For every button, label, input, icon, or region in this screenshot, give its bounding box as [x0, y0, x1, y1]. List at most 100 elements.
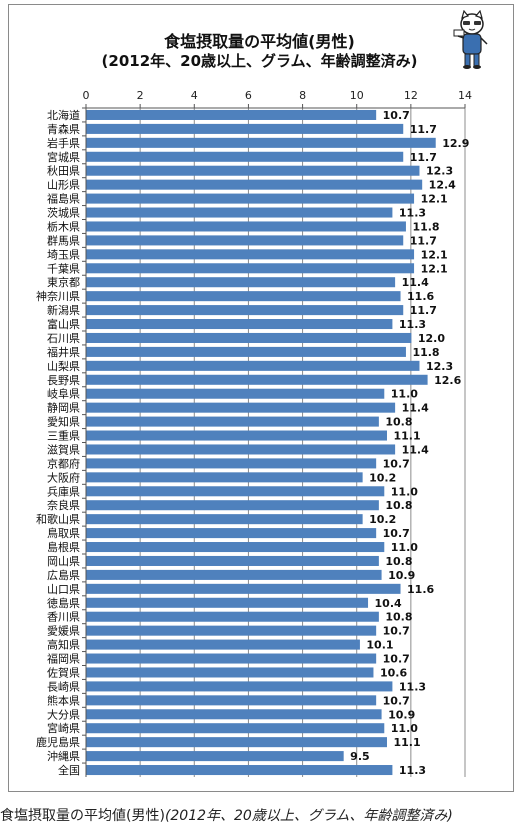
chart-title: 食塩摂取量の平均値(男性) — [164, 32, 355, 51]
bar — [86, 583, 401, 594]
bar — [86, 165, 420, 176]
bar — [86, 221, 406, 232]
category-label: 山形県 — [47, 179, 80, 192]
data-label: 11.3 — [399, 318, 426, 331]
x-tick-label: 8 — [299, 89, 306, 102]
data-label: 12.6 — [434, 374, 461, 387]
bar — [86, 500, 379, 511]
bar — [86, 319, 393, 330]
data-label: 10.6 — [380, 666, 407, 679]
caption-paren: (2012年、20歳以上、グラム、年齢調整済み) — [164, 808, 453, 824]
category-label: 北海道 — [47, 108, 80, 122]
bar — [86, 123, 404, 134]
data-label: 11.1 — [393, 430, 420, 443]
bar — [86, 109, 377, 120]
x-tick-label: 12 — [404, 89, 418, 102]
data-label: 10.2 — [369, 513, 396, 526]
bar — [86, 346, 406, 357]
data-label: 11.0 — [391, 541, 418, 554]
data-label: 11.3 — [399, 680, 426, 693]
data-label: 11.8 — [412, 220, 439, 233]
bar — [86, 611, 379, 622]
data-label: 10.8 — [385, 416, 412, 429]
category-label: 全国 — [58, 763, 80, 777]
category-label: 福井県 — [47, 345, 80, 359]
x-tick-label: 2 — [137, 89, 144, 102]
bar — [86, 514, 363, 525]
category-label: 岐阜県 — [47, 388, 80, 401]
bar — [86, 374, 428, 385]
bar — [86, 249, 415, 260]
bar — [86, 444, 396, 455]
bar — [86, 723, 385, 734]
category-label: 鳥取県 — [47, 526, 80, 540]
data-label: 12.3 — [426, 165, 453, 178]
bar — [86, 695, 377, 706]
data-label: 11.4 — [402, 443, 429, 456]
bar — [86, 709, 382, 720]
bar — [86, 263, 415, 274]
bar — [86, 235, 404, 246]
x-tick-label: 4 — [191, 89, 198, 102]
category-label: 宮城県 — [47, 150, 80, 164]
category-label: 新潟県 — [47, 303, 80, 317]
category-label: 和歌山県 — [36, 512, 80, 526]
data-label: 11.3 — [399, 764, 426, 777]
bar — [86, 416, 379, 427]
bar — [86, 402, 396, 413]
data-label: 10.7 — [383, 527, 410, 540]
bar — [86, 179, 423, 190]
data-label: 10.8 — [385, 611, 412, 624]
chart-caption: 食塩摂取量の平均値(男性)(2012年、20歳以上、グラム、年齢調整済み) — [0, 805, 519, 825]
bar — [86, 305, 404, 316]
bar — [86, 555, 379, 566]
category-label: 群馬県 — [47, 233, 80, 247]
bar — [86, 277, 396, 288]
category-label: 埼玉県 — [47, 247, 80, 261]
category-label: 沖縄県 — [47, 749, 80, 763]
data-label: 11.0 — [391, 485, 418, 498]
category-label: 三重県 — [47, 429, 80, 443]
data-label: 10.4 — [375, 597, 402, 610]
category-label: 青森県 — [47, 122, 80, 136]
bar — [86, 569, 382, 580]
bar — [86, 765, 393, 776]
bar — [86, 472, 363, 483]
category-label: 大阪府 — [47, 470, 80, 484]
bar — [86, 388, 385, 399]
data-label: 10.7 — [383, 694, 410, 707]
category-label: 奈良県 — [47, 498, 80, 512]
data-label: 10.9 — [388, 708, 415, 721]
bar-chart: 0 2 4 6 8 10 12 14 北海道 10.7 青森県 11.7 岩手県 12.9 宮城県 11.7 秋… — [36, 89, 472, 777]
x-tick-label: 14 — [458, 89, 472, 102]
category-label: 東京都 — [47, 275, 80, 289]
data-label: 11.7 — [410, 123, 437, 136]
data-label: 12.3 — [426, 360, 453, 373]
x-tick-label: 6 — [245, 89, 252, 102]
category-label: 滋賀県 — [47, 443, 80, 456]
category-label: 広島県 — [47, 568, 80, 582]
category-label: 徳島県 — [47, 596, 80, 610]
data-label: 11.4 — [402, 276, 429, 289]
category-label: 鹿児島県 — [36, 735, 80, 749]
chart-subtitle: (2012年、20歳以上、グラム、年齢調整済み) — [101, 52, 418, 70]
category-label: 富山県 — [47, 317, 80, 331]
data-label: 11.7 — [410, 151, 437, 164]
category-label: 山梨県 — [47, 359, 80, 373]
category-label: 愛媛県 — [47, 624, 80, 638]
category-label: 秋田県 — [47, 164, 80, 178]
data-label: 11.0 — [391, 388, 418, 401]
cat-mascot-icon — [453, 10, 488, 69]
data-label: 10.7 — [383, 457, 410, 470]
category-label: 香川県 — [47, 611, 80, 624]
bar — [86, 737, 387, 748]
bar — [86, 597, 369, 608]
category-label: 静岡県 — [47, 401, 80, 415]
data-label: 11.3 — [399, 207, 426, 220]
data-label: 11.4 — [402, 402, 429, 415]
bar — [86, 751, 344, 762]
category-label: 岡山県 — [47, 555, 80, 568]
category-label: 茨城県 — [47, 206, 80, 220]
data-label: 11.8 — [412, 346, 439, 359]
category-label: 熊本県 — [47, 693, 80, 707]
